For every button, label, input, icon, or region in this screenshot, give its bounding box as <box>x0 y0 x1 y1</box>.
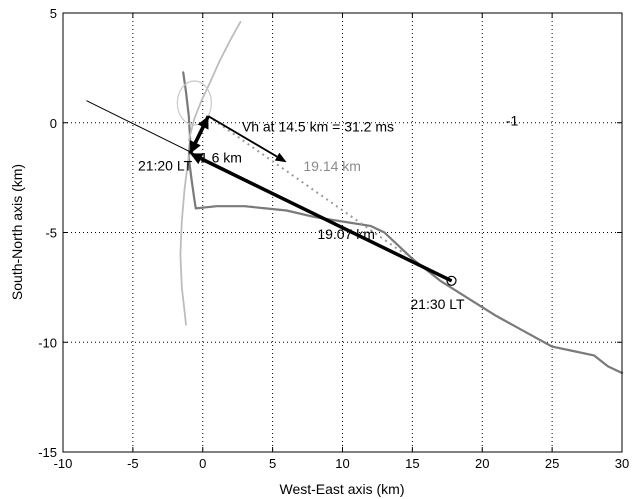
x-axis-label: West-East axis (km) <box>280 481 405 497</box>
dotted-path <box>208 116 405 254</box>
x-tick-label: 25 <box>545 456 559 471</box>
time-marker-label: 21:30 LT <box>410 296 465 312</box>
vector-19-07km-label: 19.07 km <box>317 226 375 242</box>
vh-label: Vh at 14.5 km = 31.2 ms <box>242 119 394 135</box>
y-tick-label: 5 <box>50 6 57 21</box>
y-tick-label: -5 <box>45 226 57 241</box>
x-tick-label: 15 <box>405 456 419 471</box>
x-tick-label: 30 <box>615 456 629 471</box>
vector-19-07km-arrow-shaft <box>201 159 452 281</box>
x-tick-label: 5 <box>269 456 276 471</box>
annotations: 19.14 km 1.6 km 19.07 km Vh at 14.5 km = 31… <box>138 113 519 312</box>
y-tick-label: -15 <box>38 445 57 460</box>
y-tick-label: 0 <box>50 116 57 131</box>
vector-1-6km-arrow-back-shaft <box>195 116 208 143</box>
vh-arrow-head <box>275 153 287 162</box>
dotted-path-label: 19.14 km <box>303 158 361 174</box>
series-line <box>180 156 188 325</box>
vector-1-6km-label: 1.6 km <box>200 149 242 165</box>
time-marker-label: 21:20 LT <box>138 157 193 173</box>
x-tick-label: 20 <box>475 456 489 471</box>
x-tick-label: 10 <box>335 456 349 471</box>
tracks <box>87 22 622 373</box>
y-tick-label: -10 <box>38 335 57 350</box>
x-tick-label: -5 <box>127 456 139 471</box>
y-axis-label: South-North axis (km) <box>9 164 25 300</box>
x-tick-label: 0 <box>199 456 206 471</box>
vh-label-superscript: -1 <box>506 113 519 129</box>
series-line <box>183 72 622 373</box>
